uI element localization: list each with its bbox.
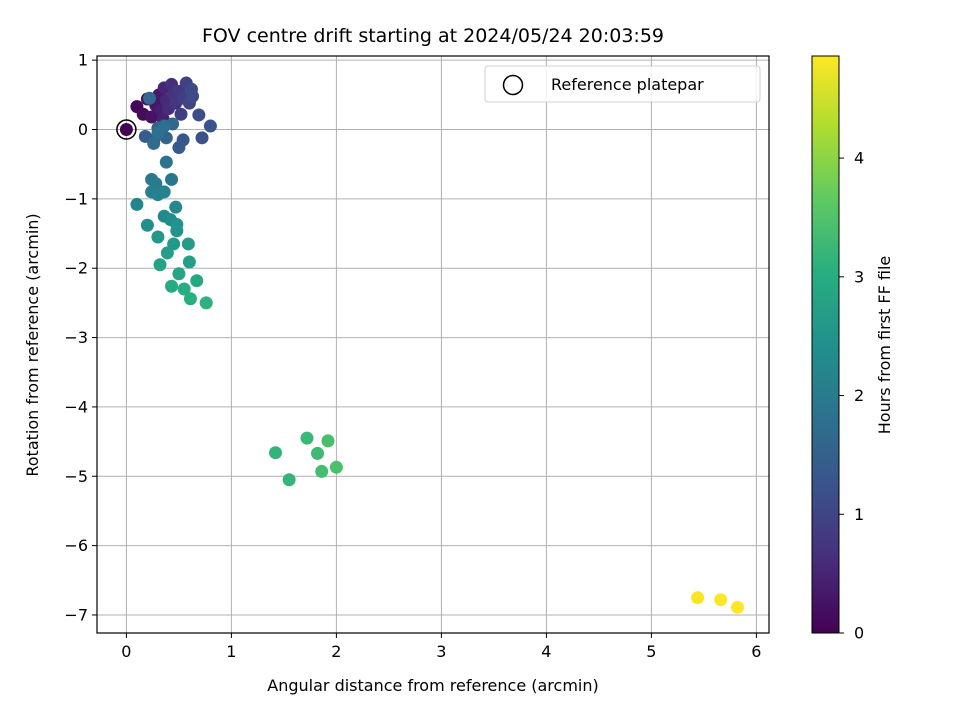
reference-platepar-marker — [116, 119, 137, 140]
data-point — [731, 600, 744, 614]
data-point — [119, 123, 133, 137]
data-point — [190, 274, 204, 288]
data-point — [186, 89, 200, 103]
x-tick-label: 5 — [646, 642, 656, 661]
x-tick-label: 4 — [541, 642, 551, 661]
colorbar-label: Hours from first FF file — [875, 256, 894, 435]
data-point — [199, 296, 213, 310]
data-point — [195, 131, 209, 145]
data-point — [691, 591, 705, 605]
data-point — [147, 136, 161, 150]
y-tick-label: −1 — [64, 189, 88, 208]
data-point — [160, 246, 174, 260]
y-tick-label: −6 — [64, 536, 88, 555]
data-point — [165, 279, 179, 293]
data-point — [311, 446, 324, 460]
reference-marker — [116, 119, 137, 140]
data-point — [177, 282, 191, 296]
x-axis-ticks: 0 1 2 3 4 5 6 — [121, 633, 761, 661]
data-point — [321, 434, 335, 448]
data-point — [300, 431, 314, 445]
y-tick-label: −2 — [64, 259, 88, 278]
data-points — [119, 76, 744, 614]
data-point — [172, 141, 186, 155]
colorbar-tick-label: 1 — [854, 505, 864, 524]
y-tick-label: −5 — [64, 467, 88, 486]
data-point — [169, 200, 183, 214]
data-point — [192, 108, 206, 122]
data-point — [130, 197, 144, 211]
data-point — [183, 292, 197, 306]
x-tick-label: 6 — [751, 642, 761, 661]
data-point — [170, 224, 184, 238]
y-axis-ticks: 1 0 −1 −2 −3 −4 −5 −6 −7 — [64, 51, 97, 624]
data-point — [269, 446, 282, 460]
data-point — [329, 460, 343, 474]
data-point — [315, 464, 329, 478]
data-point — [157, 185, 171, 199]
colorbar-ticks: 0 1 2 3 4 — [839, 149, 864, 643]
x-tick-label: 1 — [226, 642, 236, 661]
legend: Reference platepar — [484, 65, 761, 103]
data-point — [151, 126, 165, 140]
data-point — [151, 230, 165, 244]
chart-title: FOV centre drift starting at 2024/05/24 … — [202, 25, 664, 47]
colorbar-tick-label: 0 — [854, 624, 864, 643]
plot-frame — [96, 55, 770, 634]
colorbar-tick-label: 2 — [854, 386, 864, 405]
y-tick-label: 1 — [78, 51, 88, 70]
data-point — [153, 258, 167, 272]
data-point — [159, 155, 173, 169]
x-tick-label: 0 — [121, 642, 131, 661]
data-point — [714, 593, 728, 607]
legend-frame — [484, 65, 761, 103]
y-tick-label: −4 — [64, 397, 88, 416]
data-point — [181, 237, 195, 251]
colorbar: 0 1 2 3 4 Hours from first FF file — [811, 55, 894, 643]
x-axis-label: Angular distance from reference (arcmin) — [267, 676, 598, 695]
data-point — [140, 218, 154, 232]
data-point — [282, 473, 296, 487]
data-point — [174, 107, 188, 121]
data-point — [172, 267, 186, 281]
data-point — [182, 255, 196, 269]
data-point — [165, 172, 179, 186]
colorbar-gradient — [811, 55, 840, 634]
legend-label: Reference platepar — [551, 75, 704, 94]
grid-lines — [97, 56, 769, 633]
data-point — [203, 119, 217, 133]
y-tick-label: −3 — [64, 328, 88, 347]
legend-marker-icon — [502, 74, 524, 96]
colorbar-tick-label: 4 — [854, 149, 864, 168]
colorbar-tick-label: 3 — [854, 267, 864, 286]
data-point — [145, 110, 159, 124]
y-axis-label: Rotation from reference (arcmin) — [23, 213, 42, 476]
x-tick-label: 2 — [331, 642, 341, 661]
y-tick-label: −7 — [64, 605, 88, 624]
data-point — [143, 91, 156, 105]
y-tick-label: 0 — [78, 120, 88, 139]
x-tick-label: 3 — [436, 642, 446, 661]
data-point — [167, 237, 181, 251]
